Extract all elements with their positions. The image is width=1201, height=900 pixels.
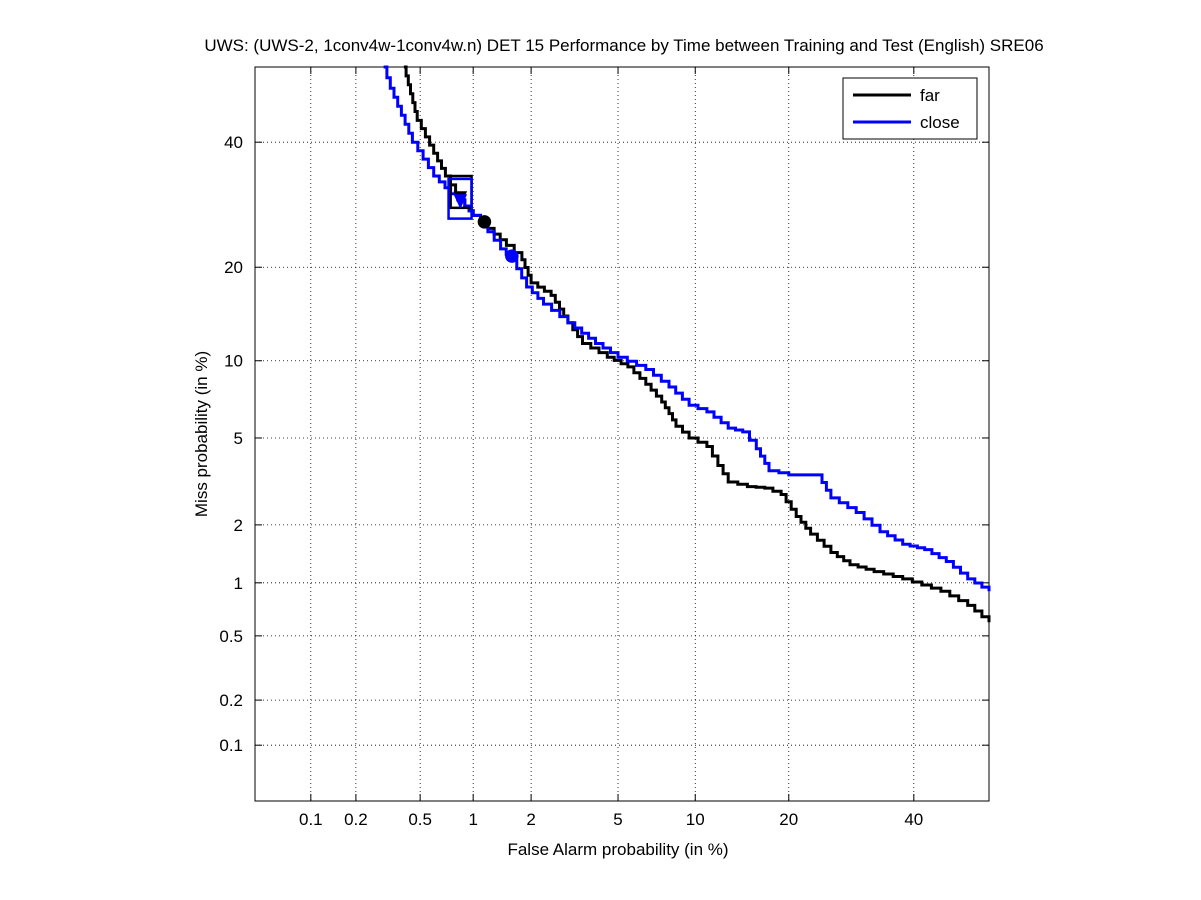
- legend-label-close: close: [920, 113, 960, 132]
- x-tick-label: 10: [686, 810, 705, 829]
- y-axis-label: Miss probability (in %): [192, 351, 211, 517]
- x-tick-label: 40: [904, 810, 923, 829]
- legend-label-far: far: [920, 86, 940, 105]
- axis-ticks: [255, 67, 989, 801]
- x-tick-label: 0.1: [299, 810, 323, 829]
- y-tick-label: 1: [234, 574, 243, 593]
- eer-marker-close: [505, 249, 519, 263]
- x-tick-label: 5: [613, 810, 622, 829]
- min-dcf-marker-close: [453, 194, 468, 210]
- y-tick-labels: 0.1 0.2 0.5 1 2 5 10 20 40: [219, 133, 243, 755]
- x-tick-label: 0.2: [344, 810, 368, 829]
- legend: far close: [842, 77, 978, 140]
- chart-title: UWS: (UWS-2, 1conv4w-1conv4w.n) DET 15 P…: [204, 36, 1043, 55]
- x-tick-label: 1: [468, 810, 477, 829]
- y-tick-label: 0.2: [219, 691, 243, 710]
- plot-frame: [254, 66, 990, 802]
- confidence-box-close: [447, 177, 473, 220]
- x-tick-label: 0.5: [408, 810, 432, 829]
- eer-marker-far: [477, 215, 492, 229]
- series-markers: [447, 174, 519, 263]
- y-tick-label: 40: [224, 133, 243, 152]
- y-tick-label: 0.5: [219, 627, 243, 646]
- y-tick-label: 10: [224, 352, 243, 371]
- y-tick-label: 2: [234, 516, 243, 535]
- x-tick-label: 20: [779, 810, 798, 829]
- y-tick-label: 5: [234, 429, 243, 448]
- legend-box: [842, 77, 978, 140]
- x-axis-label: False Alarm probability (in %): [507, 840, 728, 859]
- x-tick-label: 2: [526, 810, 535, 829]
- y-tick-label: 20: [224, 258, 243, 277]
- x-tick-labels: 0.1 0.2 0.5 1 2 5 10 20 40: [299, 810, 923, 829]
- y-tick-label: 0.1: [219, 736, 243, 755]
